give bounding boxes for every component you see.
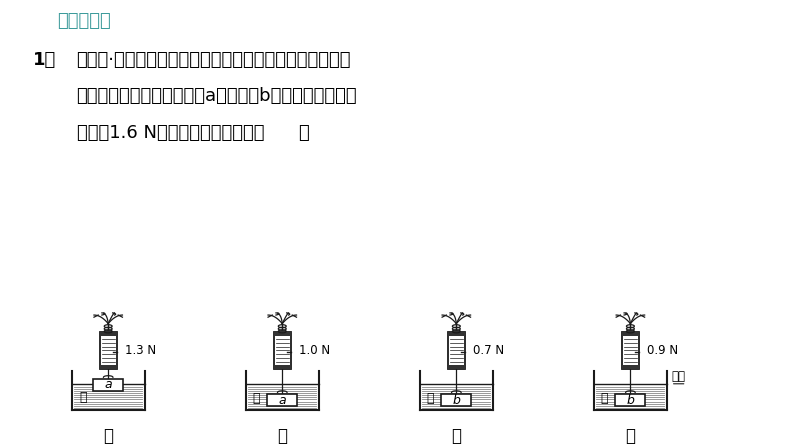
Text: 1.0 N: 1.0 N — [299, 344, 330, 357]
Bar — [622, 365, 639, 369]
Text: 基础巩固练: 基础巩固练 — [57, 12, 110, 30]
Bar — [274, 332, 291, 336]
Bar — [274, 365, 291, 369]
Text: 丁: 丁 — [626, 427, 635, 445]
Bar — [268, 394, 297, 406]
Bar — [99, 365, 117, 369]
Text: b: b — [626, 394, 634, 407]
Text: 1．: 1． — [33, 51, 56, 69]
Bar — [448, 365, 465, 369]
Text: 丙: 丙 — [451, 427, 461, 445]
Text: 乙: 乙 — [277, 427, 287, 445]
Text: 甲: 甲 — [103, 427, 114, 445]
Text: 如图所示，其中所用金属块a和塑料块b的密度不同，但重: 如图所示，其中所用金属块a和塑料块b的密度不同，但重 — [76, 87, 357, 105]
Bar — [615, 394, 646, 406]
Text: 【中考·青岛】探究浮力的大小跟哪些因素有关的实验情形: 【中考·青岛】探究浮力的大小跟哪些因素有关的实验情形 — [76, 51, 351, 69]
Text: a: a — [279, 394, 286, 407]
Bar — [99, 332, 117, 369]
Text: b: b — [453, 394, 461, 407]
Text: a: a — [104, 379, 112, 392]
Text: 0.9 N: 0.9 N — [647, 344, 678, 357]
Bar — [448, 332, 465, 336]
Text: 水: 水 — [426, 392, 434, 405]
Bar — [93, 379, 123, 391]
Text: 水: 水 — [600, 392, 608, 405]
Text: 水: 水 — [252, 392, 260, 405]
Text: 力均为1.6 N。下列分析正确的是（      ）: 力均为1.6 N。下列分析正确的是（ ） — [76, 124, 310, 142]
Bar — [622, 332, 639, 369]
Bar — [441, 394, 472, 406]
Bar — [99, 332, 117, 336]
Text: 1.3 N: 1.3 N — [125, 344, 156, 357]
Bar — [274, 332, 291, 369]
Text: 0.7 N: 0.7 N — [473, 344, 504, 357]
Text: 酒精: 酒精 — [672, 370, 685, 383]
Bar — [448, 332, 465, 369]
Text: 水: 水 — [79, 392, 87, 405]
Bar — [622, 332, 639, 336]
